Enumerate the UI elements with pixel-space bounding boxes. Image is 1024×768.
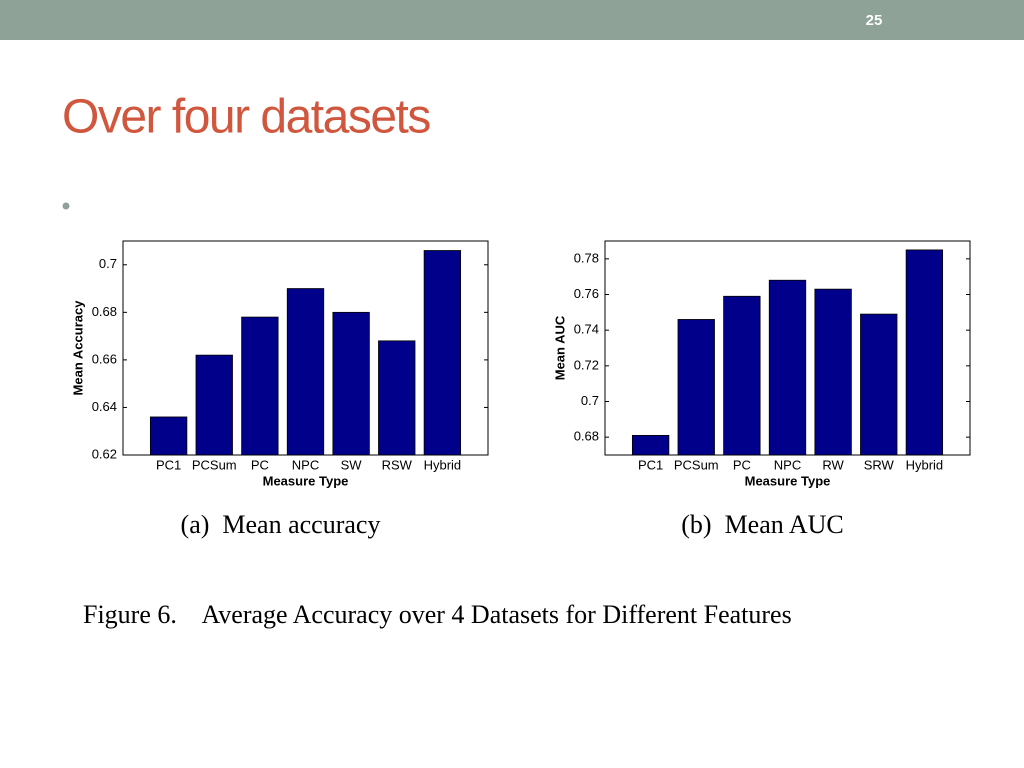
bar — [195, 354, 233, 456]
top-bar — [0, 0, 1024, 40]
y-tick-label: 0.66 — [92, 351, 117, 366]
x-axis-label: Measure Type — [263, 473, 349, 488]
x-tick-label: Hybrid — [906, 457, 944, 472]
x-tick-label: PC1 — [638, 457, 663, 472]
bar — [723, 295, 761, 456]
y-tick-label: 0.74 — [574, 322, 599, 337]
bar — [286, 288, 325, 456]
x-tick-label: NPC — [774, 457, 801, 472]
x-tick-label: SW — [341, 457, 363, 472]
x-tick-label: RW — [822, 457, 844, 472]
slide-title: Over four datasets — [62, 91, 430, 144]
x-tick-label: NPC — [292, 457, 319, 472]
y-tick-label: 0.64 — [92, 399, 117, 414]
y-axis-label: Mean Accuracy — [70, 300, 85, 396]
x-tick-label: SRW — [864, 457, 895, 472]
y-tick-label: 0.68 — [574, 429, 599, 444]
y-tick-label: 0.7 — [99, 256, 117, 271]
x-axis-label: Measure Type — [745, 473, 831, 488]
chart-caption: (a) Mean accuracy — [181, 510, 381, 539]
bar — [332, 311, 370, 456]
y-tick-label: 0.78 — [574, 250, 599, 265]
y-tick-label: 0.62 — [92, 446, 117, 461]
y-tick-label: 0.76 — [574, 286, 599, 301]
bar — [860, 313, 898, 456]
y-tick-label: 0.68 — [92, 304, 117, 319]
x-tick-label: PCSum — [674, 457, 719, 472]
y-tick-label: 0.7 — [581, 393, 599, 408]
plot-frame — [604, 240, 971, 456]
bar — [677, 319, 715, 456]
chart-caption: (b) Mean AUC — [681, 510, 843, 539]
x-tick-label: Hybrid — [424, 457, 462, 472]
bar — [905, 249, 944, 456]
figure-caption: Figure 6. Average Accuracy over 4 Datase… — [83, 600, 792, 629]
bar — [149, 416, 188, 456]
x-tick-label: PC — [733, 457, 751, 472]
x-tick-label: PCSum — [192, 457, 237, 472]
y-tick-label: 0.72 — [574, 357, 599, 372]
x-tick-label: PC — [251, 457, 269, 472]
bullet — [62, 202, 70, 210]
x-tick-label: RSW — [382, 457, 413, 472]
bar — [241, 316, 279, 456]
slide-number: 25 — [866, 12, 883, 29]
bar — [423, 250, 462, 456]
y-axis-label: Mean AUC — [552, 315, 567, 380]
bar — [768, 279, 807, 456]
x-tick-label: PC1 — [156, 457, 181, 472]
bar — [631, 434, 670, 456]
plot-frame — [122, 240, 489, 456]
bar — [814, 288, 852, 456]
bar — [378, 340, 416, 456]
